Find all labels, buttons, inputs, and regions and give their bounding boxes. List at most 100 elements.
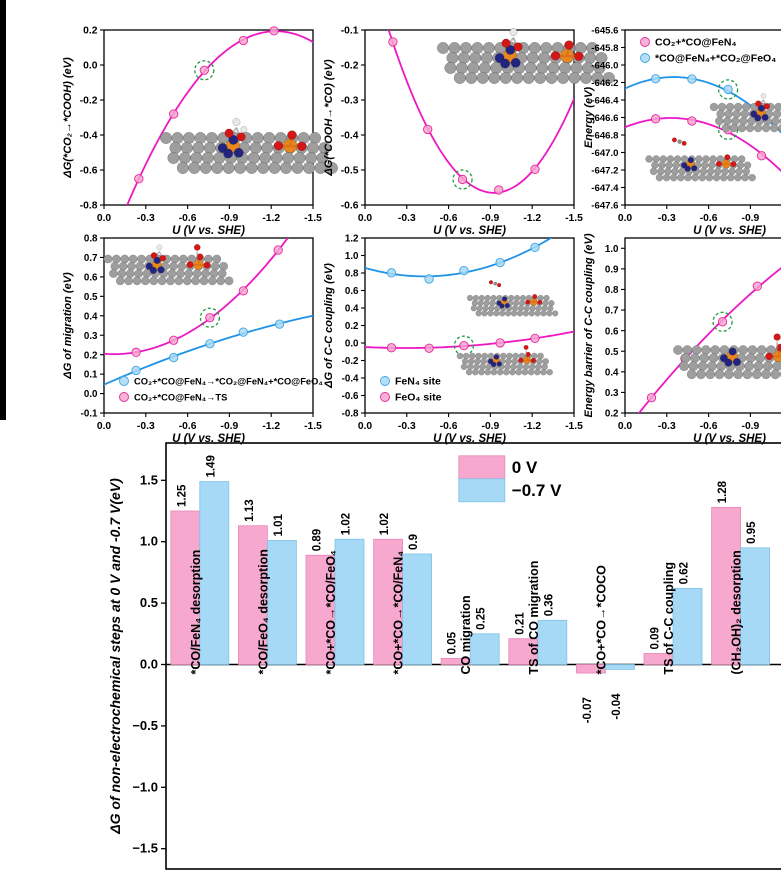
svg-text:-647.0: -647.0 [591, 148, 618, 159]
svg-text:0.8: 0.8 [605, 285, 619, 296]
svg-text:1.5: 1.5 [140, 472, 158, 487]
svg-text:-645.8: -645.8 [591, 43, 619, 54]
svg-text:1.25: 1.25 [176, 484, 188, 507]
svg-text:0 V: 0 V [512, 458, 538, 477]
svg-text:−1.0: −1.0 [132, 779, 158, 794]
svg-text:-0.3: -0.3 [137, 421, 155, 432]
svg-text:0.6: 0.6 [84, 272, 98, 283]
svg-text:-0.4: -0.4 [341, 131, 359, 142]
svg-text:-647.4: -647.4 [591, 183, 619, 194]
svg-text:−0.7 V: −0.7 V [512, 481, 562, 500]
svg-text:0.1: 0.1 [84, 370, 98, 381]
svg-text:1.28: 1.28 [717, 480, 729, 503]
svg-text:ΔG(*CO₂→*COOH) (eV): ΔG(*CO₂→*COOH) (eV) [62, 57, 74, 179]
svg-text:1.49: 1.49 [205, 455, 217, 477]
svg-text:1.0: 1.0 [605, 244, 619, 255]
svg-text:0.36: 0.36 [543, 594, 555, 616]
svg-text:0.0: 0.0 [618, 421, 633, 432]
svg-text:FeN₄ site: FeN₄ site [395, 376, 441, 388]
svg-text:-645.6: -645.6 [591, 26, 618, 37]
svg-text:*CO+*CO→*CO/FeO₄: *CO+*CO→*CO/FeO₄ [324, 550, 338, 674]
svg-text:0.62: 0.62 [679, 562, 691, 584]
svg-text:0.8: 0.8 [84, 234, 98, 245]
svg-text:0.21: 0.21 [514, 612, 526, 635]
svg-text:*CO+*CO→*CO/FeN₄: *CO+*CO→*CO/FeN₄ [392, 551, 406, 675]
svg-text:−0.5: −0.5 [132, 718, 158, 733]
svg-text:0.25: 0.25 [476, 607, 488, 630]
svg-text:-0.3: -0.3 [341, 96, 359, 107]
svg-text:0.0: 0.0 [84, 389, 98, 400]
svg-text:0.2: 0.2 [83, 26, 98, 37]
svg-text:−1.5: −1.5 [132, 841, 158, 856]
svg-text:1.02: 1.02 [379, 513, 391, 535]
svg-text:*CO/FeN₄ desorption: *CO/FeN₄ desorption [189, 550, 203, 675]
svg-text:0.8: 0.8 [345, 269, 359, 280]
svg-text:TS of C-C coupling: TS of C-C coupling [662, 562, 676, 674]
svg-text:0.7: 0.7 [84, 253, 98, 264]
svg-text:CO₂+*CO@FeN₄→TS: CO₂+*CO@FeN₄→TS [134, 393, 227, 403]
svg-text:*CO@FeN₄+*CO₂@FeO₄: *CO@FeN₄+*CO₂@FeO₄ [655, 53, 776, 65]
svg-text:-0.1: -0.1 [81, 409, 98, 420]
svg-text:1.13: 1.13 [244, 499, 256, 521]
svg-text:Energy barrier of C-C coupling: Energy barrier of C-C coupling (eV) [583, 233, 595, 417]
svg-text:0.6: 0.6 [345, 286, 359, 297]
svg-text:-0.07: -0.07 [582, 697, 594, 723]
svg-text:-0.4: -0.4 [342, 374, 359, 385]
svg-text:0.05: 0.05 [447, 631, 459, 654]
svg-text:0.6: 0.6 [605, 326, 619, 337]
svg-text:0.4: 0.4 [605, 367, 619, 378]
svg-text:0.3: 0.3 [84, 331, 98, 342]
svg-text:-646.4: -646.4 [591, 96, 619, 107]
svg-text:(CH₂OH)₂ desorption: (CH₂OH)₂ desorption [730, 550, 744, 674]
svg-text:CO₂+*CO@FeN₄: CO₂+*CO@FeN₄ [655, 37, 736, 49]
svg-text:-0.6: -0.6 [341, 201, 359, 212]
svg-text:0.89: 0.89 [312, 529, 324, 551]
svg-text:0.9: 0.9 [408, 534, 420, 550]
svg-text:-646.0: -646.0 [591, 61, 618, 72]
svg-text:Energy (eV): Energy (eV) [583, 87, 595, 148]
svg-text:-0.1: -0.1 [341, 26, 359, 37]
svg-text:*CO+*CO→*COCO: *CO+*CO→*COCO [594, 565, 608, 675]
svg-text:-0.9: -0.9 [221, 421, 239, 432]
svg-text:1.0: 1.0 [345, 251, 359, 262]
svg-text:0.09: 0.09 [650, 627, 662, 649]
svg-text:-647.6: -647.6 [591, 201, 618, 212]
svg-text:-646.2: -646.2 [591, 78, 618, 89]
svg-text:-0.5: -0.5 [341, 166, 359, 177]
svg-text:-0.6: -0.6 [179, 421, 197, 432]
svg-text:-0.6: -0.6 [342, 391, 359, 402]
svg-text:-1.2: -1.2 [262, 421, 280, 432]
svg-text:0.0: 0.0 [358, 421, 373, 432]
svg-text:-0.2: -0.2 [80, 96, 98, 107]
svg-text:0.9: 0.9 [605, 264, 619, 275]
svg-text:-0.3: -0.3 [398, 421, 416, 432]
svg-text:-0.8: -0.8 [80, 201, 98, 212]
svg-text:FeO₄ site: FeO₄ site [395, 392, 442, 404]
svg-text:ΔG of non-electrochemical step: ΔG of non-electrochemical steps at 0 V a… [107, 478, 123, 835]
svg-text:-646.8: -646.8 [591, 131, 619, 142]
svg-text:0.4: 0.4 [345, 304, 359, 315]
svg-text:0.5: 0.5 [140, 595, 158, 610]
svg-text:ΔG(*COOH→*CO) (eV): ΔG(*COOH→*CO) (eV) [323, 59, 335, 177]
svg-text:0.3: 0.3 [605, 388, 619, 399]
svg-text:0.0: 0.0 [140, 657, 158, 672]
svg-text:-647.2: -647.2 [591, 166, 618, 177]
svg-text:-0.6: -0.6 [700, 421, 718, 432]
svg-text:ΔG of migration (eV): ΔG of migration (eV) [62, 272, 74, 380]
svg-text:-0.04: -0.04 [611, 693, 623, 720]
svg-text:-0.6: -0.6 [440, 421, 458, 432]
svg-text:-0.6: -0.6 [80, 166, 98, 177]
svg-text:*CO/FeO₄ desorption: *CO/FeO₄ desorption [256, 549, 270, 674]
svg-text:-0.2: -0.2 [342, 356, 359, 367]
svg-text:0.95: 0.95 [746, 521, 758, 544]
svg-text:ΔG of C-C coupling (eV): ΔG of C-C coupling (eV) [323, 263, 335, 389]
svg-text:0.0: 0.0 [83, 61, 98, 72]
svg-text:0.4: 0.4 [84, 311, 98, 322]
svg-text:-0.9: -0.9 [742, 421, 760, 432]
svg-text:-0.2: -0.2 [341, 61, 359, 72]
svg-text:CO migration: CO migration [459, 595, 473, 674]
svg-text:0.5: 0.5 [605, 347, 619, 358]
svg-text:-0.4: -0.4 [80, 131, 98, 142]
svg-text:-0.9: -0.9 [482, 421, 500, 432]
svg-text:-1.2: -1.2 [523, 421, 541, 432]
